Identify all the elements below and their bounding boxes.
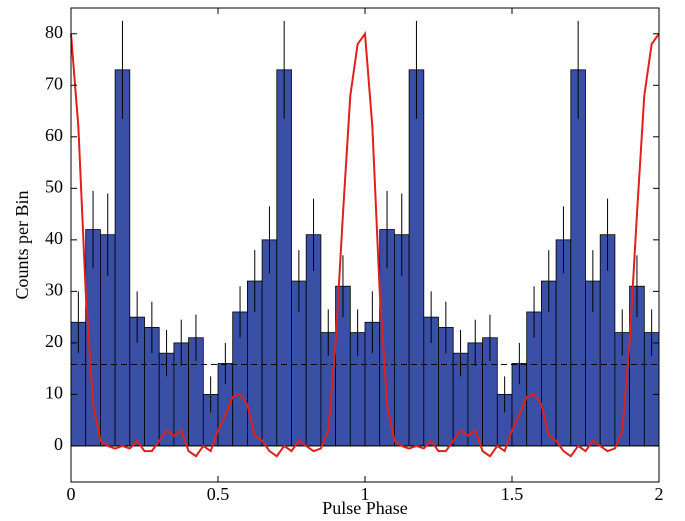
bar <box>114 69 131 447</box>
y-tick-label: 30 <box>45 279 63 299</box>
y-tick-label: 0 <box>54 434 63 454</box>
x-tick-label: 1 <box>361 484 370 504</box>
y-tick-label: 50 <box>45 176 63 196</box>
y-tick-label: 70 <box>45 73 63 93</box>
y-tick-label: 80 <box>45 22 63 42</box>
bar <box>408 69 425 447</box>
bar <box>276 69 292 447</box>
model-curve <box>70 30 660 458</box>
y-tick-label: 40 <box>45 228 63 248</box>
x-tick-label: 1.5 <box>501 484 524 504</box>
y-tick-label: 20 <box>45 331 63 351</box>
x-tick-label: 0 <box>67 484 76 504</box>
y-tick-label: 60 <box>45 125 63 145</box>
x-tick-label: 2 <box>655 484 664 504</box>
x-tick-label: 0.5 <box>207 484 230 504</box>
y-axis-label: Counts per Bin <box>12 190 32 299</box>
y-tick-label: 10 <box>45 383 63 403</box>
bar <box>570 69 586 447</box>
x-axis-label: Pulse Phase <box>322 498 408 518</box>
